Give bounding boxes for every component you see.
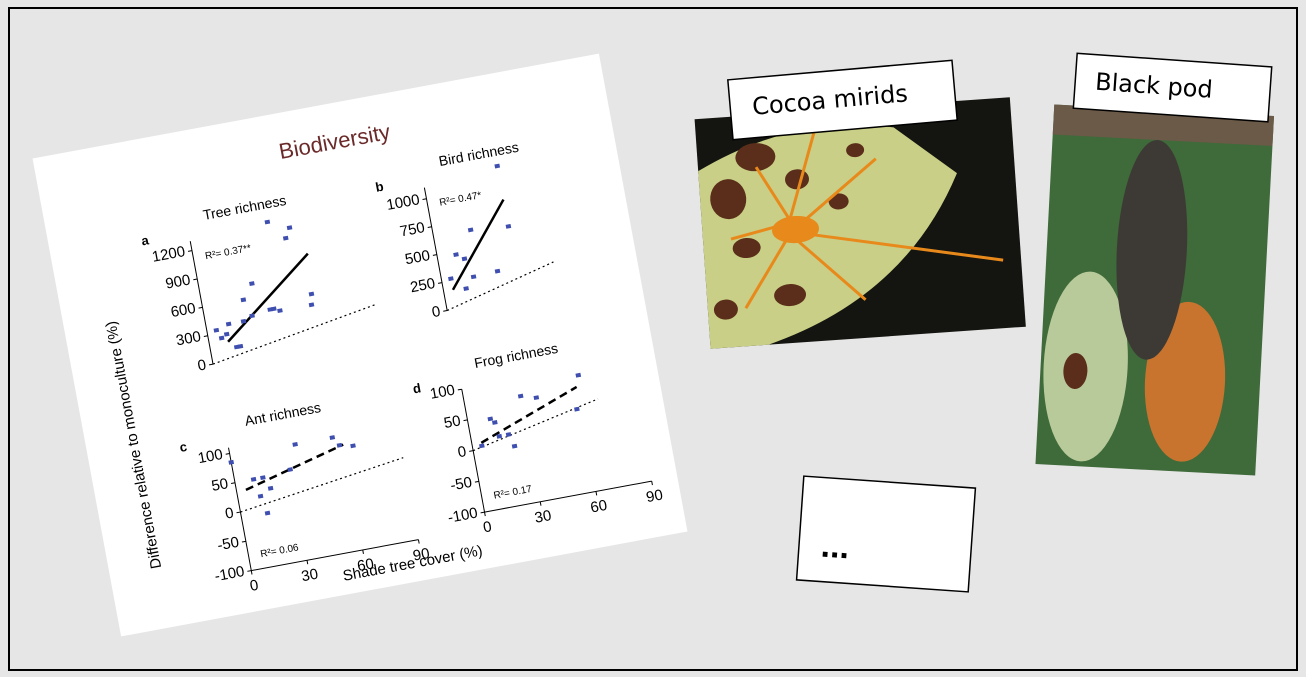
more-text: ... [820,527,851,567]
more-box: ... [797,476,976,592]
x-tick-label: 30 [533,507,553,527]
y-tick-label: 50 [210,475,230,495]
x-tick-label: 30 [300,566,320,586]
figure-card: Biodiversity Difference relative to mono… [33,54,688,637]
x-tick-label: 90 [645,486,665,506]
y-tick-label: 50 [443,412,463,432]
x-tick-label: 60 [589,497,609,517]
x-tick-label: 60 [356,555,376,575]
slide: Biodiversity Difference relative to mono… [0,0,1306,677]
photo-black-pod [1035,105,1274,476]
page: {"slide": {"photos": [{"label": "Cocoa m… [0,0,1306,677]
x-tick-label: 90 [412,545,432,565]
